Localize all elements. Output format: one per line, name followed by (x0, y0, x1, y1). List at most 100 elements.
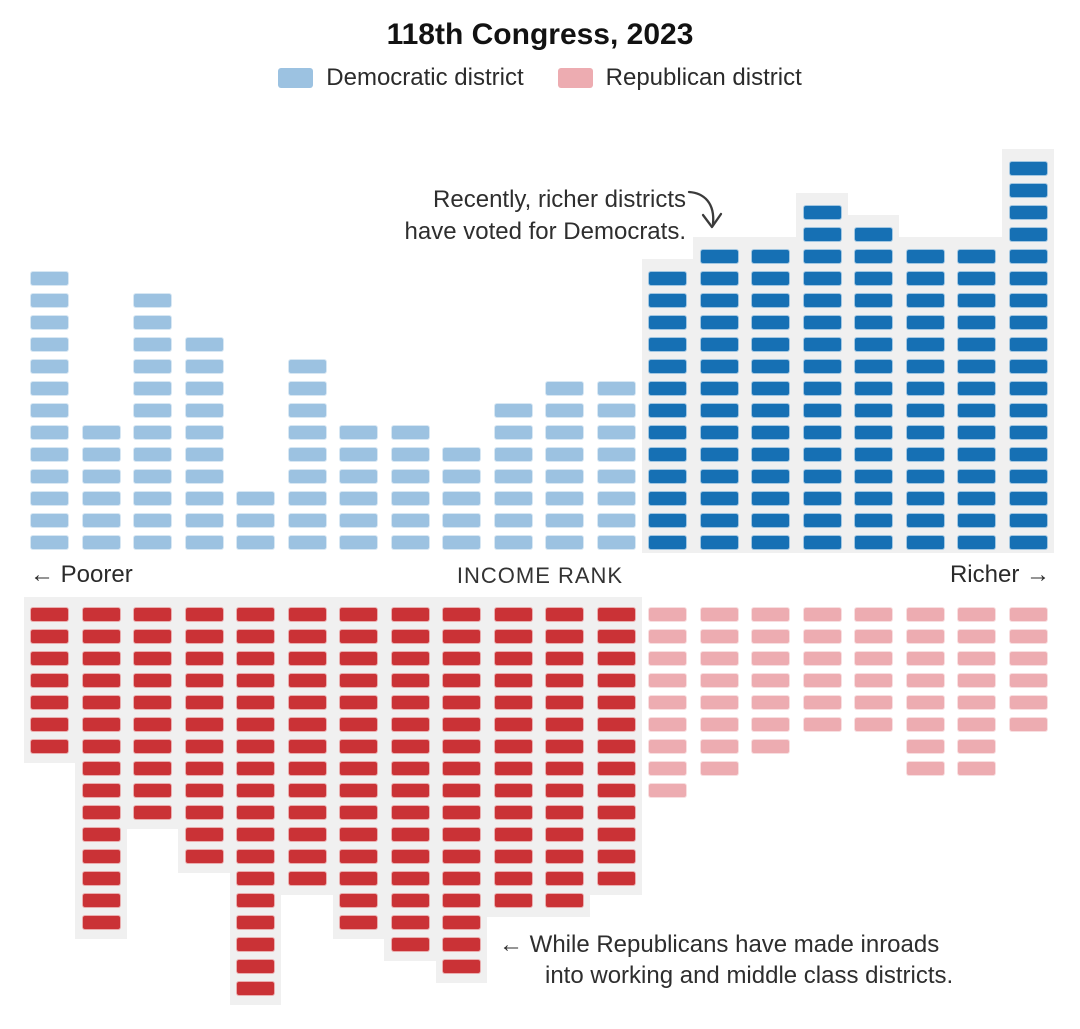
dem-district-cell (957, 491, 996, 506)
rep-district-cell (957, 651, 996, 666)
rep-district-cell (545, 673, 584, 688)
rep-district-cell (390, 651, 430, 666)
dem-district-cell (751, 513, 790, 528)
rep-district-cell (236, 717, 275, 732)
dem-district-cell (854, 403, 893, 418)
rep-district-cell (81, 783, 121, 798)
dem-district-cell (545, 491, 584, 506)
dem-district-cell (751, 315, 790, 330)
rep-district-cell (905, 673, 945, 688)
rep-district-cell (905, 695, 945, 710)
dem-district-cell (802, 513, 842, 528)
rep-district-cell (184, 673, 224, 688)
dem-district-cell (854, 227, 893, 242)
dem-district-cell (493, 447, 533, 462)
annotation-line: ← While Republicans have made inroads (499, 931, 940, 958)
dem-district-cell (699, 315, 739, 330)
rep-district-cell (905, 607, 945, 622)
dem-district-cell (184, 535, 224, 550)
dem-district-cell (854, 425, 893, 440)
rep-district-cell (905, 761, 945, 776)
rep-district-cell (287, 849, 327, 864)
rep-district-cell (493, 651, 533, 666)
rep-district-cell (236, 695, 275, 710)
dem-district-cell (30, 425, 69, 440)
dem-district-cell (184, 491, 224, 506)
rep-district-cell (339, 739, 378, 754)
dem-district-cell (648, 425, 687, 440)
rep-district-cell (802, 673, 842, 688)
dem-district-cell (545, 425, 584, 440)
rep-district-cell (442, 651, 481, 666)
rep-district-cell (699, 761, 739, 776)
rep-district-cell (236, 805, 275, 820)
dem-district-cell (236, 513, 275, 528)
rep-district-cell (957, 673, 996, 688)
dem-district-cell (287, 381, 327, 396)
rep-district-cell (751, 673, 790, 688)
rep-district-cell (287, 695, 327, 710)
dem-district-cell (133, 513, 172, 528)
rep-district-cell (287, 871, 327, 886)
rep-district-cell (1008, 673, 1048, 688)
rep-district-cell (493, 827, 533, 842)
dem-district-cell (545, 381, 584, 396)
rep-district-cell (596, 849, 636, 864)
rep-district-cell (751, 629, 790, 644)
rep-district-cell (133, 629, 172, 644)
rep-district-cell (699, 651, 739, 666)
rep-district-cell (545, 717, 584, 732)
rep-district-cell (545, 607, 584, 622)
dem-district-cell (751, 271, 790, 286)
rep-district-cell (854, 607, 893, 622)
democratic-swatch-icon (278, 68, 314, 88)
rep-district-cell (493, 849, 533, 864)
dem-district-cell (133, 535, 172, 550)
dem-district-cell (648, 403, 687, 418)
dem-district-cell (751, 425, 790, 440)
rep-district-cell (493, 871, 533, 886)
dem-district-cell (957, 403, 996, 418)
dem-district-cell (905, 381, 945, 396)
dem-district-cell (648, 359, 687, 374)
dem-district-cell (854, 315, 893, 330)
rep-district-cell (184, 651, 224, 666)
rep-district-cell (545, 739, 584, 754)
rep-district-cell (545, 651, 584, 666)
rep-district-cell (648, 761, 687, 776)
dem-district-cell (1008, 491, 1048, 506)
dem-district-cell (545, 447, 584, 462)
rep-district-cell (442, 827, 481, 842)
rep-district-cell (545, 783, 584, 798)
rep-district-cell (339, 607, 378, 622)
dem-district-cell (81, 513, 121, 528)
dem-district-cell (442, 513, 481, 528)
rep-district-cell (236, 827, 275, 842)
rep-district-cell (133, 761, 172, 776)
dem-district-cell (339, 447, 378, 462)
dem-district-cell (957, 535, 996, 550)
rep-district-cell (287, 607, 327, 622)
rep-district-cell (442, 849, 481, 864)
dem-district-cell (957, 271, 996, 286)
dem-district-cell (905, 403, 945, 418)
dem-district-cell (133, 293, 172, 308)
legend-item-democratic: Democratic district (278, 64, 524, 92)
rep-district-cell (545, 849, 584, 864)
rep-district-cell (339, 761, 378, 776)
dem-district-cell (545, 513, 584, 528)
rep-district-cell (493, 739, 533, 754)
rep-district-cell (287, 739, 327, 754)
rep-district-cell (390, 783, 430, 798)
rep-district-cell (236, 981, 275, 996)
rep-district-cell (751, 607, 790, 622)
dem-district-cell (339, 513, 378, 528)
dem-district-cell (596, 403, 636, 418)
rep-district-cell (442, 871, 481, 886)
rep-district-cell (854, 629, 893, 644)
rep-district-cell (596, 673, 636, 688)
dem-district-cell (905, 249, 945, 264)
dem-district-cell (287, 469, 327, 484)
rep-district-cell (287, 827, 327, 842)
dem-district-cell (648, 381, 687, 396)
